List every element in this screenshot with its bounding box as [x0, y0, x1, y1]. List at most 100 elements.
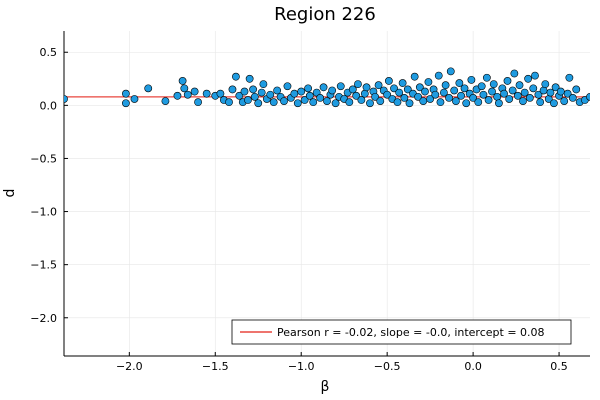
data-point: [390, 84, 398, 93]
data-point: [539, 86, 548, 95]
data-point: [510, 69, 519, 78]
data-point: [178, 77, 187, 85]
data-point: [534, 90, 543, 99]
data-point: [434, 71, 443, 80]
x-tick-label: 0.5: [550, 360, 568, 373]
data-point: [489, 80, 498, 89]
data-point: [410, 72, 419, 81]
y-tick-label: 0.0: [40, 99, 58, 112]
data-point: [336, 82, 345, 91]
data-point: [348, 85, 357, 94]
data-point: [426, 95, 435, 103]
data-point: [309, 98, 318, 107]
data-point: [500, 89, 508, 98]
data-point: [508, 86, 517, 95]
y-tick-label: 0.5: [40, 46, 58, 59]
data-point: [474, 98, 483, 107]
data-point: [450, 86, 459, 95]
data-point: [240, 87, 249, 96]
data-point: [467, 75, 476, 84]
data-point: [469, 94, 478, 102]
data-point: [484, 96, 493, 104]
data-point: [235, 91, 244, 100]
data-point: [266, 90, 275, 99]
data-point: [371, 92, 380, 101]
grid-lines: [64, 31, 590, 356]
data-point: [360, 89, 369, 98]
legend-box: [231, 319, 572, 345]
data-point: [259, 80, 268, 89]
data-point: [231, 72, 240, 81]
data-point: [460, 84, 469, 93]
data-point: [228, 85, 237, 94]
data-point: [519, 97, 527, 105]
data-point: [283, 82, 292, 91]
data-point: [524, 74, 533, 83]
data-point: [305, 91, 314, 100]
data-point: [376, 97, 385, 105]
data-point: [245, 74, 254, 83]
data-point: [550, 99, 558, 108]
data-point: [395, 88, 404, 97]
data-point: [202, 89, 211, 98]
data-point: [479, 90, 488, 99]
data-point: [560, 97, 569, 105]
data-point: [431, 90, 440, 99]
data-point: [513, 91, 522, 100]
data-point: [520, 88, 529, 97]
data-point: [419, 97, 428, 105]
x-tick-label: −0.5: [374, 360, 401, 373]
data-point: [565, 73, 574, 82]
data-point: [319, 83, 328, 92]
data-point: [493, 92, 502, 101]
data-point: [323, 97, 331, 105]
data-point: [366, 99, 374, 108]
data-point: [280, 97, 288, 105]
data-point: [144, 84, 153, 93]
y-axis-label: d: [2, 189, 18, 198]
data-point: [354, 80, 362, 89]
data-point: [64, 95, 68, 103]
data-point: [424, 78, 433, 86]
data-point: [362, 83, 371, 92]
data-point: [455, 79, 464, 87]
data-point: [503, 77, 512, 85]
data-point: [383, 90, 392, 99]
data-point: [161, 97, 170, 105]
data-point: [529, 84, 538, 93]
data-points: [64, 67, 590, 108]
data-point: [194, 98, 202, 107]
data-point: [254, 99, 263, 108]
y-tick-label: −2.0: [30, 312, 57, 325]
data-point: [439, 88, 448, 97]
data-point: [586, 92, 590, 101]
data-point: [130, 95, 139, 103]
data-point: [345, 98, 354, 107]
data-point: [446, 67, 455, 76]
data-point: [316, 94, 325, 102]
data-point: [297, 87, 306, 96]
data-point: [352, 91, 361, 100]
data-point: [328, 86, 337, 95]
data-point: [414, 92, 423, 101]
y-tick-label: −0.5: [30, 152, 57, 165]
y-tick-label: −1.0: [30, 206, 57, 219]
data-point: [525, 94, 534, 102]
data-point: [121, 89, 130, 98]
legend-label: Pearson r = -0.02, slope = -0.0, interce…: [277, 326, 545, 339]
data-point: [190, 87, 199, 96]
data-point: [421, 87, 429, 96]
data-point: [415, 83, 424, 92]
data-point: [225, 98, 233, 107]
y-tick-label: −1.5: [30, 259, 57, 272]
data-point: [494, 99, 503, 108]
data-point: [216, 89, 225, 98]
data-point: [384, 77, 393, 85]
data-point: [183, 90, 192, 99]
data-point: [572, 85, 581, 94]
data-point: [290, 89, 299, 98]
data-point: [536, 98, 545, 107]
data-point: [249, 85, 257, 94]
data-point: [541, 80, 550, 89]
data-point: [563, 89, 572, 98]
